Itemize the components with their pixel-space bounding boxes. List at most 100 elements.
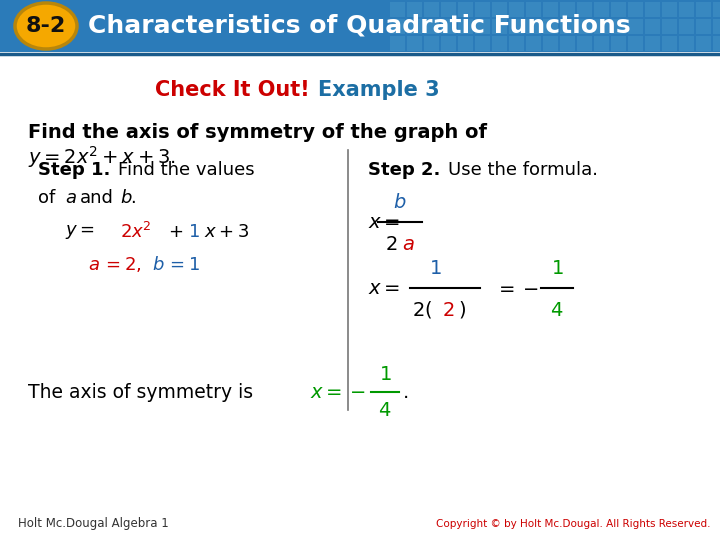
Text: $2$: $2$ [442, 300, 454, 320]
Bar [645, 2, 660, 17]
Bar [645, 19, 660, 34]
Text: and: and [80, 189, 114, 207]
Bar [509, 19, 524, 34]
Bar [407, 19, 422, 34]
Bar [679, 36, 694, 51]
Bar [543, 19, 558, 34]
Bar [526, 2, 541, 17]
Text: b: b [120, 189, 131, 207]
Bar [696, 36, 711, 51]
Bar [577, 2, 592, 17]
Bar [713, 19, 720, 34]
Text: $x = -$: $x = -$ [368, 213, 424, 232]
Text: $y = $: $y = $ [65, 223, 95, 241]
Text: $4$: $4$ [550, 300, 564, 320]
Bar [475, 36, 490, 51]
Bar [696, 19, 711, 34]
Bar [662, 36, 677, 51]
Bar [611, 19, 626, 34]
Text: $2$: $2$ [385, 234, 397, 253]
Text: Use the formula.: Use the formula. [448, 161, 598, 179]
Text: $1$: $1$ [379, 364, 391, 383]
Text: of: of [38, 189, 61, 207]
Text: a: a [65, 189, 76, 207]
Text: $4$: $4$ [378, 401, 392, 420]
Text: $x + 3$: $x + 3$ [204, 223, 249, 241]
Bar [543, 36, 558, 51]
Bar [424, 2, 439, 17]
Bar [611, 36, 626, 51]
Bar [662, 2, 677, 17]
Bar [560, 19, 575, 34]
Bar [628, 2, 643, 17]
Bar [594, 19, 609, 34]
Text: $b$: $b$ [393, 192, 407, 212]
Text: Holt Mc.Dougal Algebra 1: Holt Mc.Dougal Algebra 1 [18, 517, 168, 530]
Bar [526, 19, 541, 34]
Text: $= 2,$: $= 2,$ [102, 255, 142, 274]
Bar [526, 36, 541, 51]
Text: $x = -$: $x = -$ [310, 382, 366, 402]
Bar [0, 0, 720, 52]
Bar [594, 2, 609, 17]
Text: Check It Out!: Check It Out! [156, 80, 310, 100]
Bar [594, 36, 609, 51]
Bar [424, 19, 439, 34]
Text: Find the axis of symmetry of the graph of: Find the axis of symmetry of the graph o… [28, 123, 487, 141]
Text: .: . [130, 189, 136, 207]
Bar [509, 36, 524, 51]
Bar [679, 2, 694, 17]
Bar [662, 19, 677, 34]
Text: Step 2.: Step 2. [368, 161, 441, 179]
Bar [407, 2, 422, 17]
Bar [611, 2, 626, 17]
Text: .: . [403, 382, 409, 402]
Bar [492, 19, 507, 34]
Text: $a$: $a$ [402, 234, 415, 253]
Text: $1$: $1$ [551, 259, 563, 278]
Text: $a$: $a$ [88, 256, 100, 274]
Bar [679, 19, 694, 34]
Text: $+ $: $+ $ [168, 223, 183, 241]
Bar [458, 19, 473, 34]
Bar [509, 2, 524, 17]
Text: $= 1$: $= 1$ [166, 256, 200, 274]
Bar [390, 19, 405, 34]
Bar [560, 2, 575, 17]
Text: Characteristics of Quadratic Functions: Characteristics of Quadratic Functions [88, 13, 631, 37]
Text: $x = -$: $x = -$ [368, 279, 424, 298]
Bar [696, 2, 711, 17]
Ellipse shape [15, 3, 77, 49]
Bar [441, 36, 456, 51]
Text: $1$: $1$ [188, 223, 199, 241]
Bar [441, 2, 456, 17]
Bar [645, 36, 660, 51]
Text: $1$: $1$ [428, 259, 441, 278]
Bar [424, 36, 439, 51]
Bar [560, 36, 575, 51]
Bar [475, 2, 490, 17]
Text: Copyright © by Holt Mc.Dougal. All Rights Reserved.: Copyright © by Holt Mc.Dougal. All Right… [436, 519, 710, 529]
Text: $2x^2$: $2x^2$ [120, 222, 152, 242]
Bar [458, 36, 473, 51]
Bar [713, 2, 720, 17]
Bar [407, 36, 422, 51]
Text: Step 1.: Step 1. [38, 161, 110, 179]
Text: The axis of symmetry is: The axis of symmetry is [28, 382, 253, 402]
Bar [577, 19, 592, 34]
Text: Example 3: Example 3 [318, 80, 440, 100]
Bar [458, 2, 473, 17]
Text: 8-2: 8-2 [26, 16, 66, 36]
Text: $y = 2x^2 + x + 3.$: $y = 2x^2 + x + 3.$ [28, 144, 176, 170]
Bar [577, 36, 592, 51]
Bar [713, 36, 720, 51]
Text: Find the values: Find the values [118, 161, 255, 179]
Bar [390, 36, 405, 51]
Text: $= -$: $= -$ [495, 279, 539, 298]
Bar [441, 19, 456, 34]
Bar [628, 36, 643, 51]
Bar [492, 36, 507, 51]
Text: $2($: $2($ [412, 300, 433, 321]
Bar [492, 2, 507, 17]
Bar [475, 19, 490, 34]
